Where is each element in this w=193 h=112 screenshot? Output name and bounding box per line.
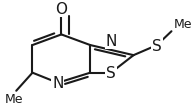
Text: Me: Me (5, 92, 24, 105)
Text: S: S (152, 38, 162, 53)
Text: N: N (105, 34, 117, 49)
Text: S: S (106, 66, 116, 80)
Text: N: N (52, 76, 63, 90)
Text: Me: Me (173, 18, 192, 31)
Text: O: O (55, 2, 67, 17)
